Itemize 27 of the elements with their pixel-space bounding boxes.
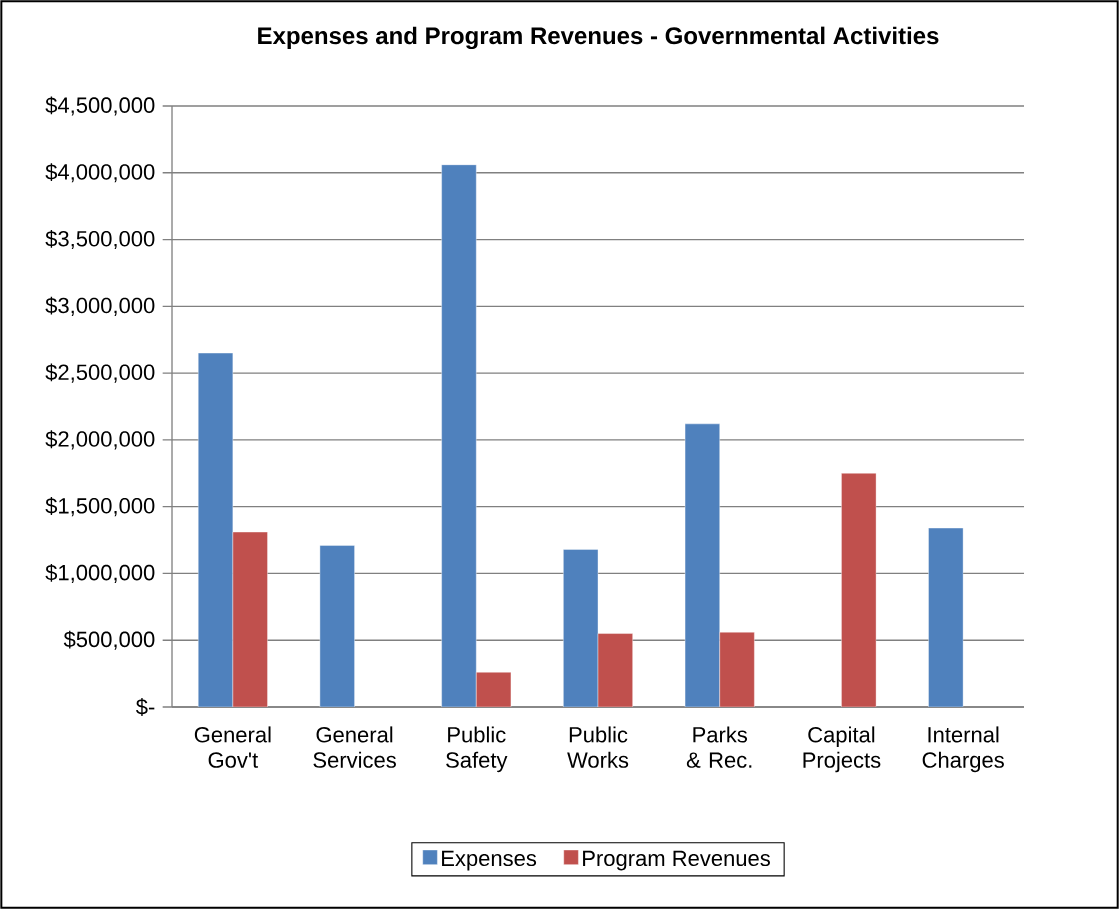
x-tick-label: Capital Projects — [803, 726, 881, 773]
x-tick-label: General Gov't — [194, 726, 271, 768]
y-tick-label: $4,500,000 — [45, 96, 155, 116]
bar — [197, 352, 234, 707]
y-tick-label: $3,000,000 — [45, 296, 155, 316]
x-tick-label: General Services — [313, 726, 396, 768]
y-tick-label: $1,500,000 — [45, 497, 155, 517]
y-tick-label: $- — [135, 698, 155, 716]
bar — [684, 423, 720, 707]
chart-title: Expenses and Program Revenues - Governmental Activities — [258, 26, 939, 50]
y-tick-label: $4,000,000 — [45, 163, 155, 183]
y-tick-label: $1,000,000 — [45, 563, 155, 583]
x-tick-label: Parks & Rec. — [686, 726, 752, 768]
y-tick-label: $2,500,000 — [45, 363, 155, 383]
bar — [319, 545, 355, 707]
bar — [563, 549, 599, 707]
legend-label: Program Revenues — [583, 850, 770, 871]
bar — [841, 473, 877, 707]
legend-label: Expenses — [442, 850, 537, 871]
bar — [928, 527, 964, 707]
y-tick-label: $3,500,000 — [45, 229, 155, 250]
x-tick-label: Public Safety — [446, 726, 508, 773]
x-tick-label: Public Works — [567, 726, 629, 768]
x-tick-label: Internal Charges — [922, 726, 1004, 773]
y-tick-label: $2,000,000 — [45, 430, 155, 450]
bar — [441, 164, 477, 707]
y-tick-label: $500,000 — [63, 630, 155, 650]
